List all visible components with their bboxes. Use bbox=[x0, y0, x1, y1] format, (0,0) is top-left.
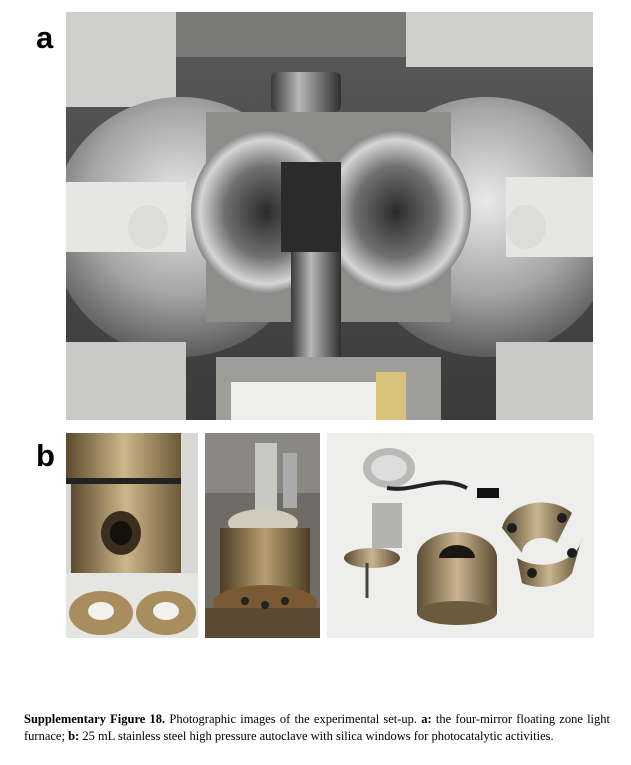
figure-caption: Supplementary Figure 18. Photographic im… bbox=[24, 711, 610, 745]
caption-text-intro: Photographic images of the experimental … bbox=[165, 712, 422, 726]
disassembled-autoclave-photo bbox=[327, 433, 594, 638]
panel-label-b: b bbox=[36, 438, 55, 473]
caption-text-a: the four-mirror floating zone light furn… bbox=[24, 712, 611, 743]
assembled-autoclave-photo bbox=[205, 433, 320, 638]
caption-key-b: b: bbox=[68, 729, 80, 743]
caption-label: Supplementary Figure 18. bbox=[24, 712, 166, 726]
caption-text-b: 25 mL stainless steel high pressure auto… bbox=[79, 729, 554, 743]
furnace-photo bbox=[66, 12, 593, 420]
panel-label-a: a bbox=[36, 20, 54, 55]
autoclave-parts-photo bbox=[66, 433, 198, 638]
caption-key-a: a: bbox=[421, 712, 432, 726]
